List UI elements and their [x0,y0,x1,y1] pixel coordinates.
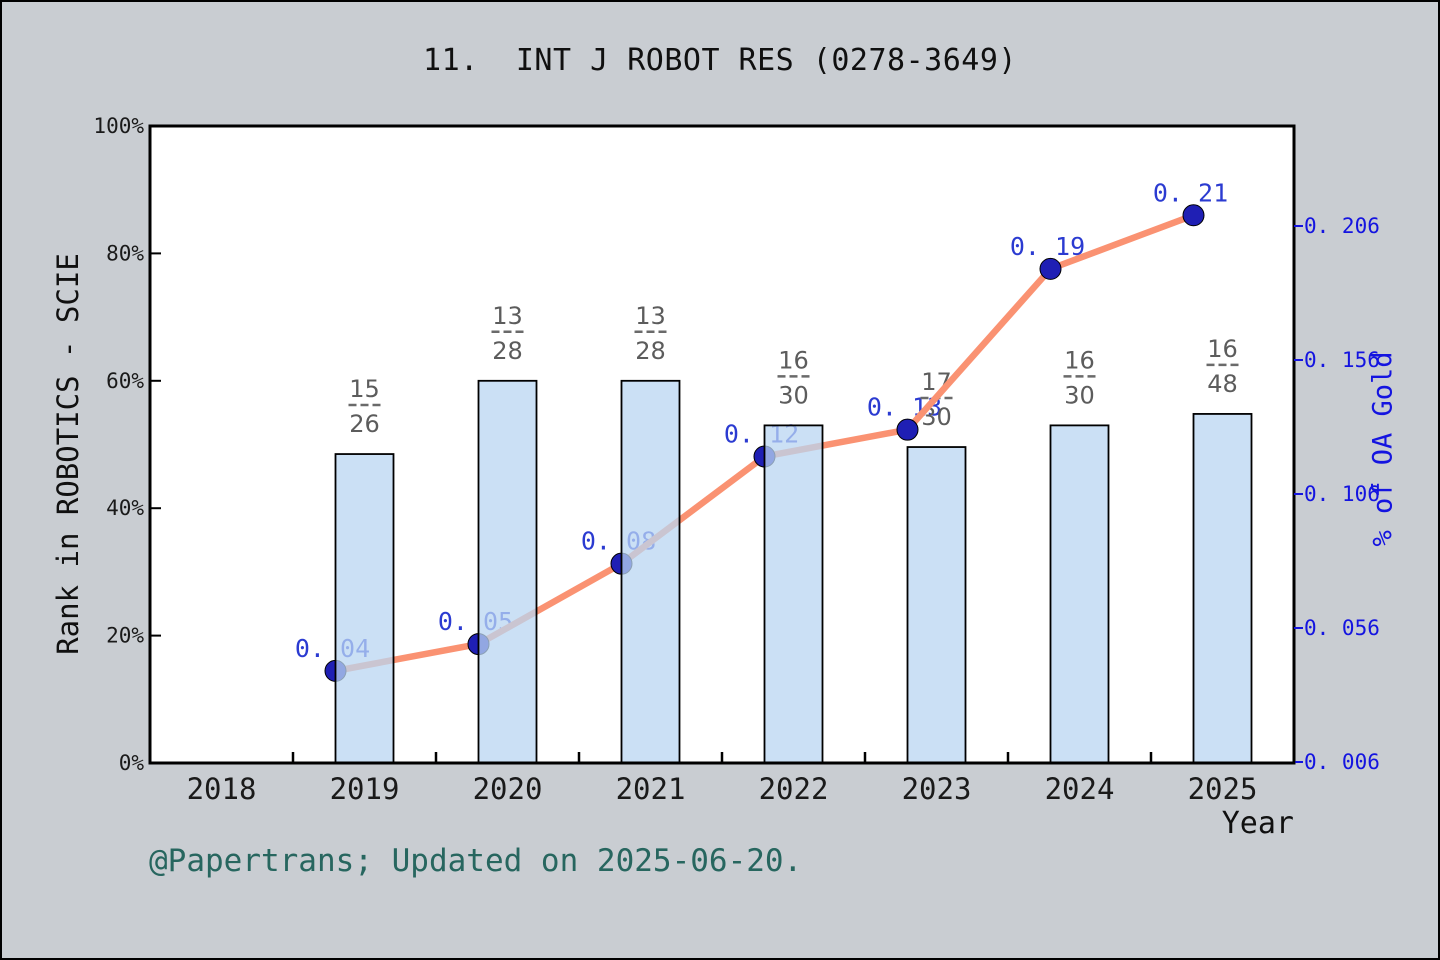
left-tick-label: 0% [119,751,145,775]
rank-bar-2020 [477,379,538,764]
left-tick-label: 80% [106,241,144,265]
fraction-denominator: 30 [1064,381,1095,409]
right-tick-label: 0. 106 [1304,482,1380,506]
left-tick-label: 100% [93,114,144,138]
rank-bar-2019 [334,453,395,764]
x-tick-label-2023: 2023 [902,772,972,806]
fraction-numerator: 13 [635,302,666,330]
x-tick-labels: 2018 2019 2020 2021 2022 2023 2024 2025 [187,772,1258,806]
right-tick-label: 0. 156 [1304,348,1380,372]
rank-bar-2023 [906,446,967,764]
x-tick-label-2020: 2020 [473,772,543,806]
chart-title: 11. INT J ROBOT RES (0278-3649) [423,43,1017,78]
left-tick-label: 20% [106,624,144,648]
fraction-denominator: 26 [349,410,380,438]
bars-group [334,379,1253,764]
fraction-numerator: 16 [778,346,809,374]
x-tick-label-2025: 2025 [1188,772,1258,806]
point-label: 0. 21 [1153,178,1228,207]
fraction-numerator: 16 [1064,346,1095,374]
right-tick-label: 0. 056 [1304,616,1380,640]
fraction-numerator: 15 [349,375,380,403]
right-tick-label: 0. 206 [1304,214,1380,238]
right-tick-labels: 0. 006 0. 056 0. 106 0. 156 0. 206 [1304,214,1380,774]
axis-ticks [148,125,1303,764]
x-tick-label-2022: 2022 [759,772,829,806]
line-marker [896,418,919,441]
fraction-numerator: 16 [1207,335,1238,363]
x-axis-label: Year [1221,806,1294,841]
left-tick-label: 40% [106,496,144,520]
rank-bar-2022 [763,424,824,764]
x-tick-label-2024: 2024 [1045,772,1115,806]
fraction-denominator: 30 [778,381,809,409]
rank-bar-2021 [620,379,681,764]
watermark-text: @Papertrans; Updated on 2025-06-20. [149,843,803,879]
left-tick-label: 60% [106,369,144,393]
y-axis-label-left: Rank in ROBOTICS - SCIE [51,253,85,655]
rank-bar-2024 [1049,424,1110,764]
x-tick-label-2019: 2019 [330,772,400,806]
fraction-denominator: 28 [635,337,666,365]
plot-background [150,126,1294,763]
right-tick-label: 0. 006 [1304,750,1380,774]
x-tick-label-2018: 2018 [187,772,257,806]
x-tick-label-2021: 2021 [616,772,686,806]
y-axis-label-right: % of OA Gold [1367,351,1399,547]
fraction-numerator: 13 [492,302,523,330]
line-marker [1182,204,1205,227]
rank-bar-2025 [1192,413,1253,764]
fraction-denominator: 48 [1207,370,1238,398]
left-tick-labels: 0% 20% 40% 60% 80% 100% [93,114,144,775]
point-label: 0. 19 [1010,232,1085,261]
line-marker [1039,257,1062,280]
fraction-denominator: 28 [492,337,523,365]
